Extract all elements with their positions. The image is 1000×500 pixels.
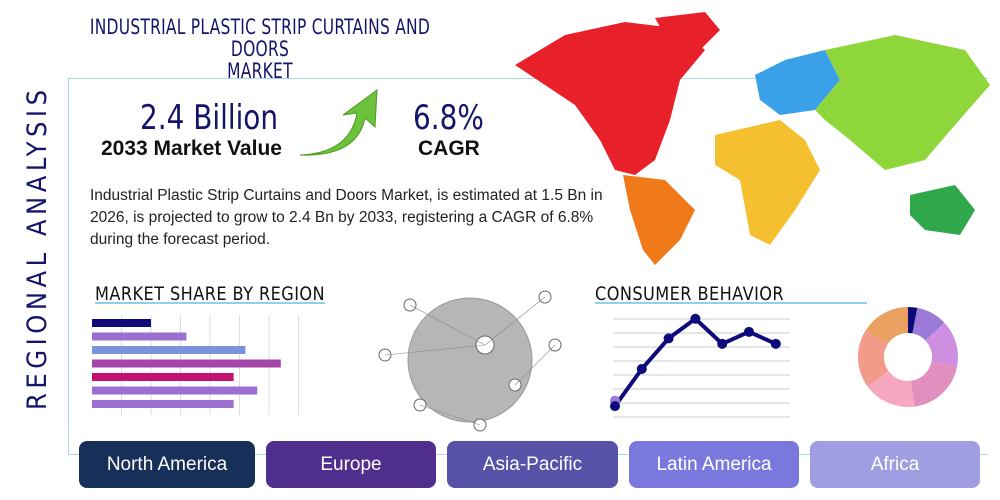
market-share-underline [95,302,325,304]
region-label: Africa [870,453,920,475]
data-point [690,313,701,324]
description: Industrial Plastic Strip Curtains and Do… [90,187,603,248]
consumer-line-chart [610,313,790,418]
region-button-north-america[interactable]: North America [79,441,255,488]
market-value-label: 2033 Market Value [101,137,282,160]
bar [92,400,234,408]
market-share-title: MARKET SHARE BY REGION [95,283,326,305]
network-globe-graphic [378,290,562,432]
region-button-europe[interactable]: Europe [266,441,436,488]
region-label: Latin America [656,453,772,475]
page-title: INDUSTRIAL PLASTIC STRIP CURTAINS AND DO… [89,15,431,83]
map-greenland [655,12,720,55]
region-button-latin-america[interactable]: Latin America [629,441,799,488]
data-point [610,401,620,412]
donut-slice [912,307,945,341]
map-south-america [623,175,695,265]
donut-slice [867,371,915,407]
data-point [636,363,647,374]
market-share-bar-chart [92,315,299,415]
donut-slice [908,307,918,334]
donut-slice [911,361,958,407]
donut-slice [925,322,958,367]
region-button-africa[interactable]: Africa [810,441,980,488]
data-point [663,333,674,344]
bar [92,359,281,368]
map-africa [715,120,820,245]
donut-slice [865,307,908,345]
bar [92,319,151,327]
consumer-behavior-underline [595,302,867,304]
consumer-behavior-title: CONSUMER BEHAVIOR [595,283,785,305]
side-label: REGIONAL ANALYSIS [22,85,53,410]
region-label: Europe [320,453,382,475]
donut-slice [858,330,889,387]
world-map [515,12,990,265]
map-north-america [515,22,705,175]
consumer-donut-chart [858,307,958,407]
cagr-value: 6.8% [413,98,484,138]
region-label: North America [106,453,228,475]
bar [92,386,258,395]
green-up-arrow-icon [299,88,378,156]
market-value: 2.4 Billion [140,98,279,138]
map-europe [755,50,840,115]
map-asia [815,35,990,170]
region-button-asia-pacific[interactable]: Asia-Pacific [447,441,618,488]
bar [92,373,234,381]
data-point [770,338,781,349]
data-point [717,338,728,349]
region-label: Asia-Pacific [482,453,583,475]
bar [92,346,246,354]
data-point [744,326,754,337]
map-oceania [910,185,975,235]
bar [92,332,187,341]
cagr-label: CAGR [418,137,480,160]
